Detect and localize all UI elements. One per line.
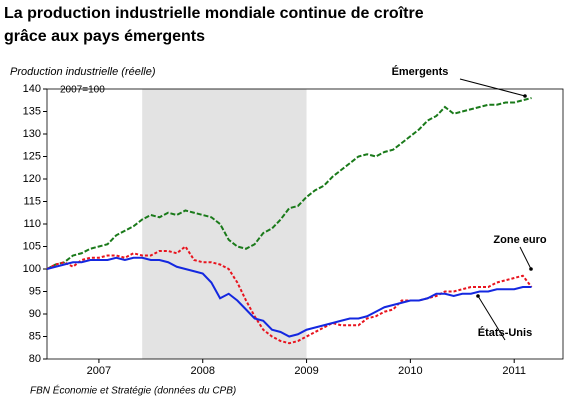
label-arrow [459,78,526,97]
y-tick-label: 85 [29,330,41,342]
arrow-head [529,267,533,271]
y-tick-label: 100 [23,263,41,275]
source: FBN Économie et Stratégie (données du CP… [30,384,236,397]
y-tick-label: 105 [23,240,41,252]
y-tick-label: 115 [23,195,41,207]
series-line [46,97,532,270]
y-tick-label: 140 [23,83,41,95]
x-tick-label: 2007 [87,365,111,377]
y-tick-label: 130 [23,128,41,140]
chart-title: La production industrielle mondiale cont… [4,5,424,45]
y-tick-label: 95 [29,285,41,297]
x-tick-label: 2008 [190,365,214,377]
series-line [46,245,533,345]
x-tick-label: 2011 [502,365,526,377]
arrow-head [476,294,480,298]
label-arrow [519,246,532,270]
series-label: Émergents [392,65,449,78]
y-tick-label: 110 [23,218,41,230]
y-tick-label: 135 [23,105,41,117]
base-note: 2007=100 [60,85,105,96]
x-tick-label: 2009 [294,365,318,377]
y-tick-label: 80 [29,353,41,365]
series-line [46,256,532,338]
recession-band [142,89,307,359]
subtitle: Production industrielle (réelle) [10,66,156,78]
y-tick-label: 120 [23,173,41,185]
y-tick-label: 90 [29,308,41,320]
x-tick-label: 2010 [398,365,422,377]
y-tick-label: 125 [23,150,41,162]
label-arrow [477,295,506,341]
arrow-head [523,94,527,98]
series-label: Zone euro [493,234,546,246]
series-label: États-Unis [478,326,532,339]
